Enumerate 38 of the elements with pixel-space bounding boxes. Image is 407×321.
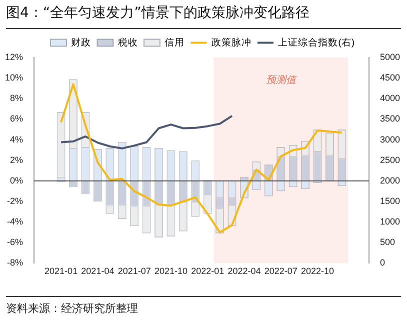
y2-tick-label: 5000 — [380, 52, 400, 62]
y-tick-label: 10% — [5, 72, 24, 83]
legend-label: 信用 — [164, 36, 185, 48]
x-tick-label: 2021-07 — [118, 266, 151, 276]
y-tick-label: 0% — [10, 175, 24, 186]
y-tick-label: -2% — [7, 196, 24, 206]
legend-label: 政策脉冲 — [211, 36, 252, 48]
chart-title: 图4：“全年匀速发力”情景下的政策脉冲变化路径 — [6, 4, 401, 29]
y2-tick-label: 4500 — [380, 72, 400, 83]
x-tick-label: 2022-10 — [300, 266, 334, 276]
y2-tick-label: 1500 — [380, 196, 400, 206]
y2-tick-label: 2000 — [380, 175, 400, 186]
text: 资料来源：经济研究所整理 — [6, 296, 401, 316]
legend-label: 税收 — [118, 36, 138, 48]
legend-label: 财政 — [71, 36, 92, 48]
y-tick-label: 2% — [10, 154, 24, 165]
y-tick-label: 8% — [10, 93, 24, 104]
y-tick-label: 12% — [5, 52, 24, 62]
x-tick-label: 2021-10 — [154, 266, 188, 276]
y-tick-label: 4% — [10, 134, 24, 144]
y2-tick-label: 3000 — [380, 134, 400, 144]
y-tick-label: -4% — [7, 216, 24, 227]
x-tick-label: 2022-07 — [264, 266, 298, 276]
y-tick-label: -6% — [7, 237, 24, 248]
y2-tick-label: 0 — [380, 258, 385, 268]
x-tick-label: 2022-04 — [228, 266, 261, 276]
y-tick-label: 6% — [10, 114, 24, 124]
y2-tick-label: 500 — [380, 237, 396, 248]
band-label: 预测值 — [266, 74, 298, 86]
y2-tick-label: 3500 — [380, 114, 400, 124]
x-tick-label: 2022-01 — [191, 266, 224, 276]
legend-label: 上证综合指数(右) — [278, 36, 355, 48]
y2-tick-label: 2500 — [380, 154, 400, 165]
y-tick-label: -8% — [7, 258, 24, 268]
y2-tick-label: 1000 — [380, 216, 400, 227]
x-tick-label: 2021-04 — [81, 266, 114, 276]
y2-tick-label: 4000 — [380, 93, 400, 104]
x-tick-label: 2021-01 — [44, 266, 78, 276]
